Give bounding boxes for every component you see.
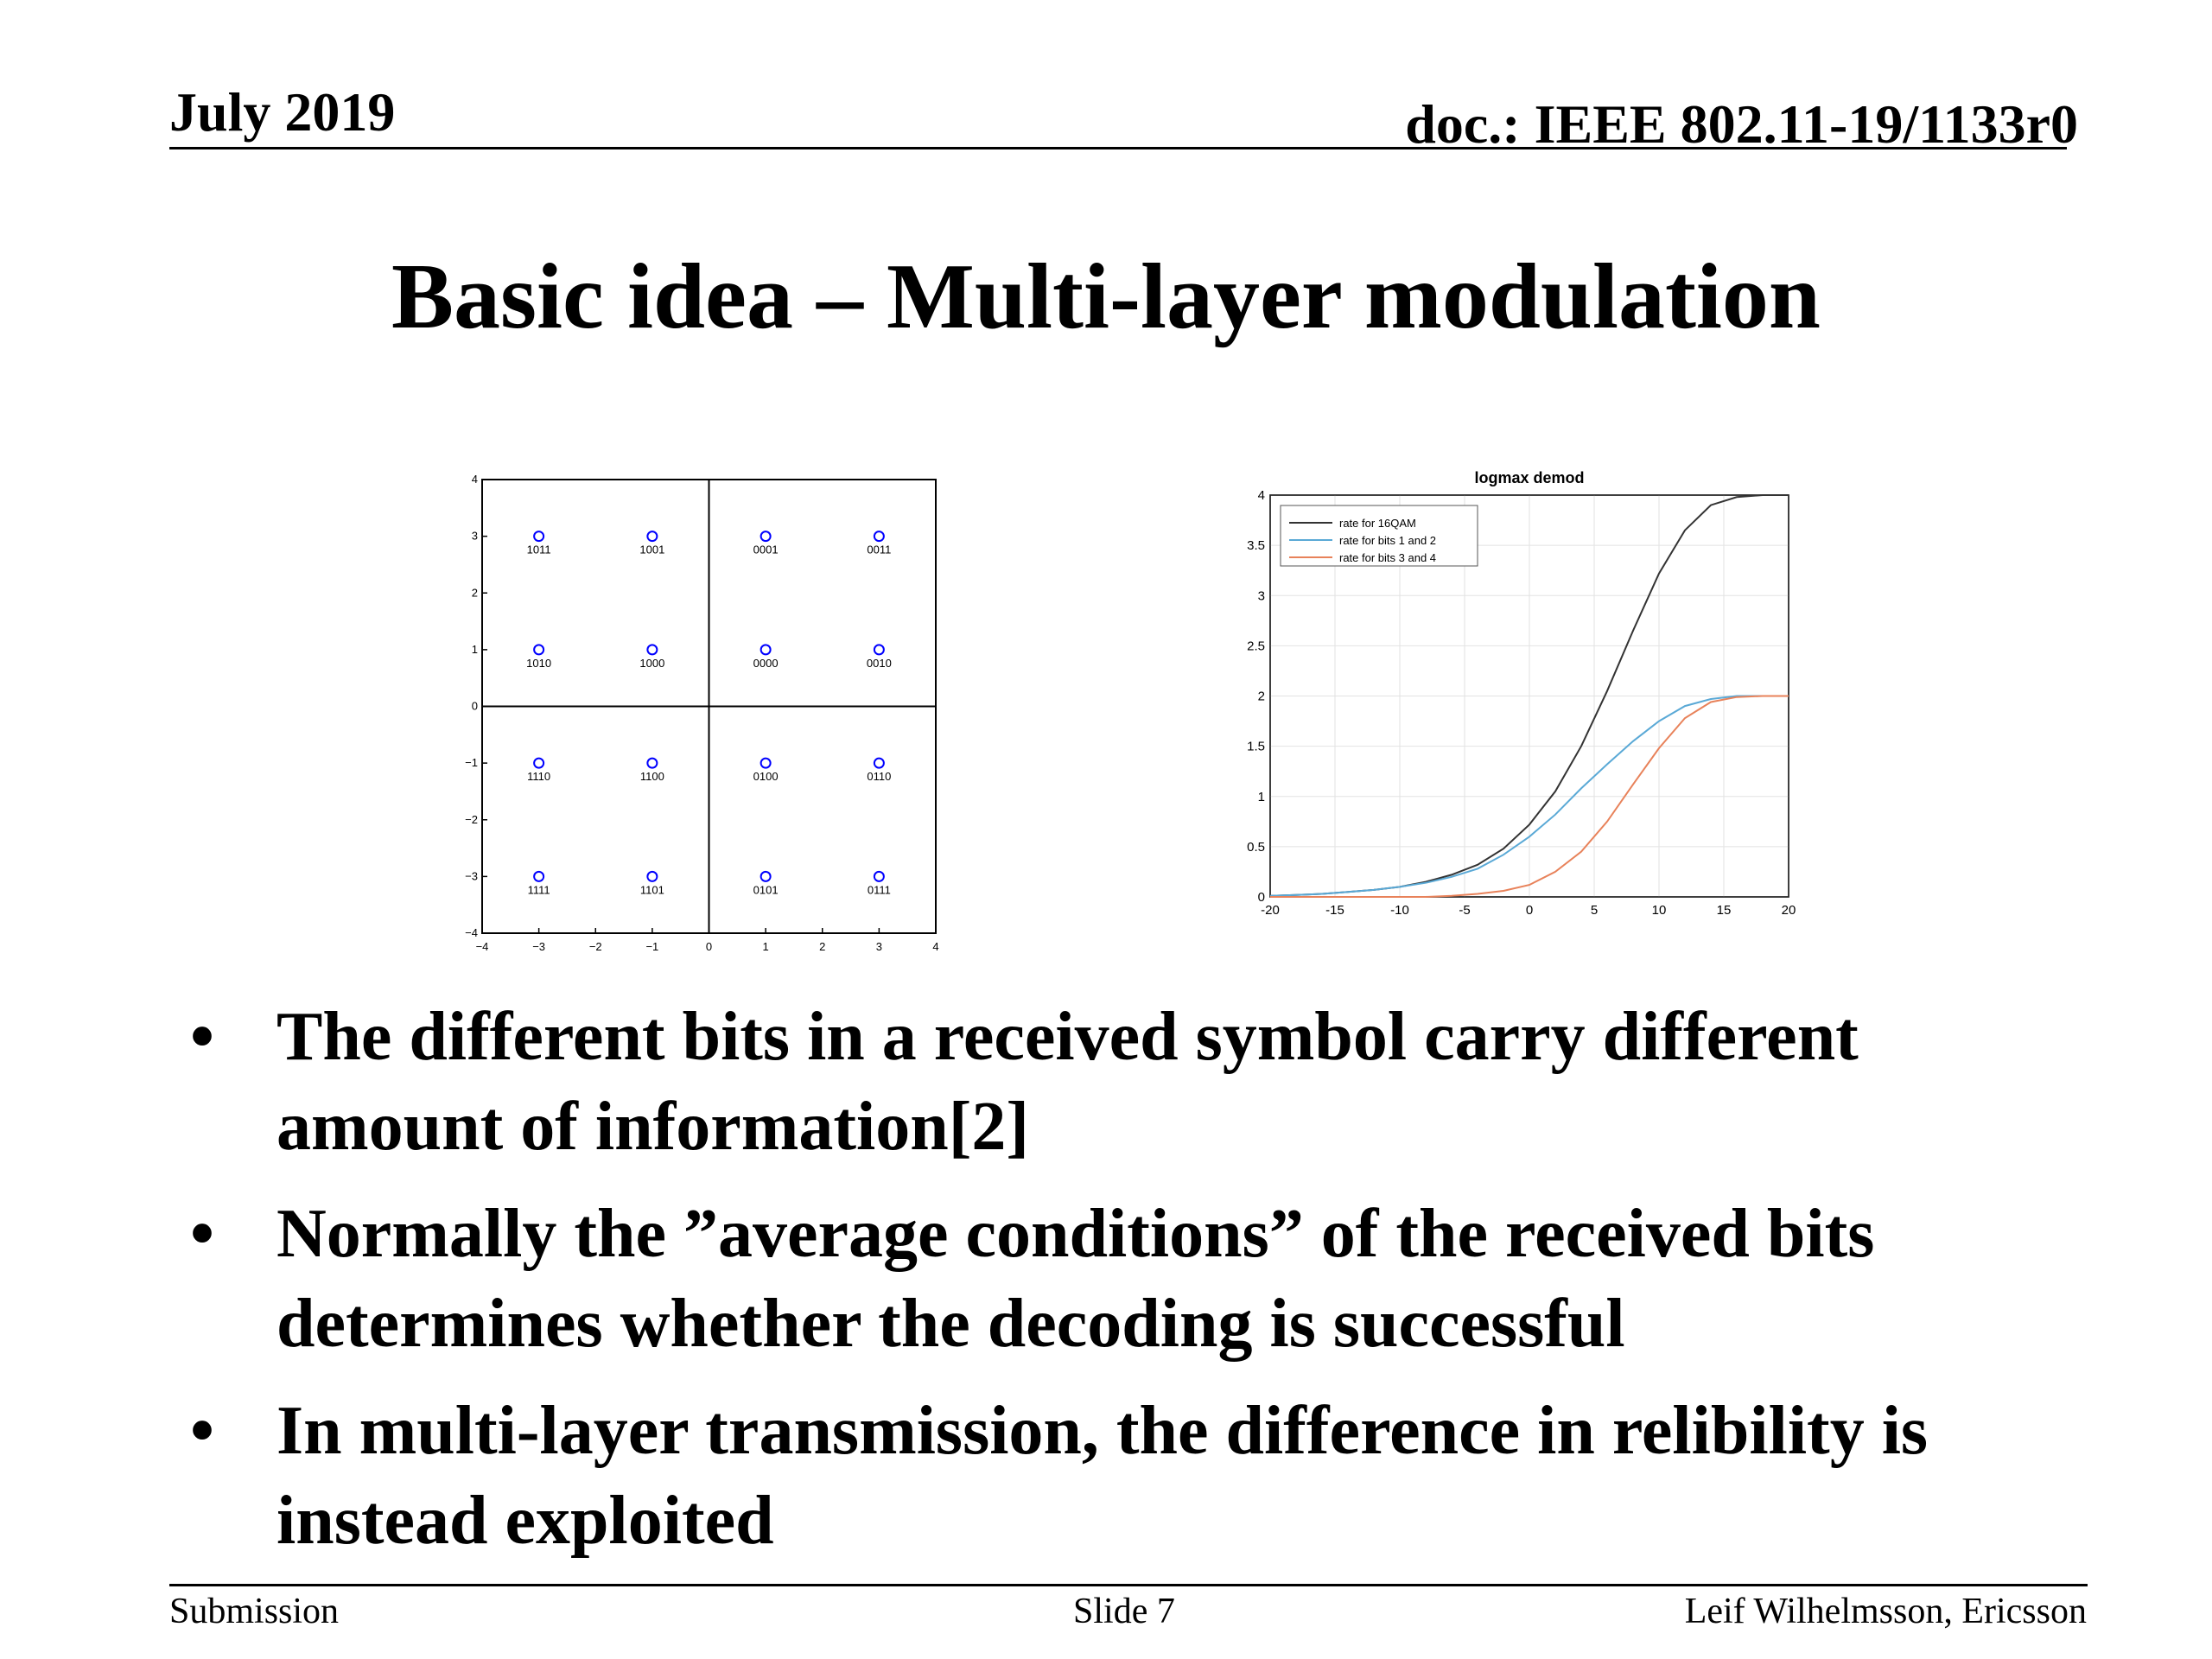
y-tick-label: 4 — [472, 473, 478, 486]
point-label: 1010 — [526, 657, 551, 670]
x-tick-label: 15 — [1717, 903, 1732, 918]
y-tick-label: 0 — [1258, 890, 1265, 905]
x-tick-label: −3 — [532, 940, 545, 953]
y-tick-label: −2 — [465, 813, 478, 826]
footer-submission: Submission — [169, 1592, 340, 1631]
legend-box — [1280, 505, 1478, 567]
point-label: 1101 — [640, 883, 664, 896]
series-line — [1269, 695, 1789, 897]
point-label: 1000 — [639, 657, 664, 670]
y-tick-label: 3 — [1258, 588, 1265, 603]
bullet-text: Normally the ”average conditions” of the… — [276, 1196, 1875, 1362]
constellation-point — [646, 870, 658, 882]
constellation-point — [873, 644, 885, 656]
bullet-item: • In multi-layer transmission, the differ… — [190, 1386, 2091, 1566]
bullet-text: In multi-layer transmission, the differe… — [276, 1393, 1929, 1559]
constellation-point — [646, 757, 658, 769]
x-tick-label: -20 — [1261, 903, 1280, 918]
constellation-point — [760, 870, 772, 882]
constellation-point — [533, 870, 545, 882]
constellation-point — [760, 644, 772, 656]
chart-title: logmax demod — [1474, 469, 1584, 486]
x-tick-label: −4 — [476, 940, 489, 953]
y-tick-label: 3 — [472, 530, 478, 543]
y-tick-label: 0 — [472, 700, 478, 713]
point-label: 0110 — [867, 770, 891, 783]
constellation-point — [533, 757, 545, 769]
point-label: 0111 — [868, 883, 891, 896]
y-tick-label: 3.5 — [1247, 538, 1265, 553]
x-tick-label: -15 — [1325, 903, 1344, 918]
constellation-point — [646, 644, 658, 656]
y-tick-label: 2 — [1258, 690, 1265, 704]
x-tick-label: −2 — [589, 940, 602, 953]
point-label: 1110 — [527, 770, 550, 783]
bullet-item: • Normally the ”average conditions” of th… — [190, 1189, 2091, 1369]
constellation-point — [533, 644, 545, 656]
x-tick-label: 10 — [1652, 903, 1667, 918]
series-line — [1270, 695, 1789, 898]
x-tick-label: -10 — [1390, 903, 1409, 918]
constellation-chart: −4 −3 −2 −1 0 1 2 3 4 −4 −3 −2 −1 0 1 2 3 4 1011 1001 0001 00… — [465, 473, 938, 953]
y-tick-label: 0.5 — [1247, 840, 1265, 855]
x-tick-label: 1 — [763, 940, 769, 953]
constellation-point — [646, 531, 658, 543]
point-label: 0001 — [753, 543, 779, 556]
x-tick-label: -5 — [1459, 903, 1470, 918]
point-label: 0011 — [867, 543, 891, 556]
x-tick-label: −1 — [645, 940, 658, 953]
footer-rule — [169, 1584, 2088, 1586]
x-tick-label: 2 — [819, 940, 825, 953]
constellation-point — [873, 531, 885, 543]
constellation-point — [873, 757, 885, 769]
x-tick-label: 5 — [1591, 903, 1598, 918]
point-label: 1111 — [528, 883, 550, 896]
constellation-point — [760, 757, 772, 769]
footer-slide-number: Slide 7 — [1073, 1592, 1175, 1631]
y-tick-label: 1.5 — [1247, 740, 1265, 754]
footer-author: Leif Wilhelmsson, Ericsson — [1684, 1592, 2087, 1631]
y-tick-label: 1 — [1258, 790, 1265, 804]
point-label: 1001 — [639, 543, 664, 556]
bullet-text: The different bits in a received symbol … — [276, 999, 1859, 1165]
y-tick-label: 4 — [1258, 488, 1265, 503]
x-tick-label: 0 — [1526, 903, 1533, 918]
constellation-point — [760, 531, 772, 543]
legend-label: rate for bits 1 and 2 — [1339, 534, 1436, 547]
bullet-list: • The different bits in a received symbol… — [190, 992, 2091, 1583]
x-tick-label: 4 — [932, 940, 938, 953]
y-tick-label: 1 — [472, 643, 478, 656]
constellation-point — [873, 870, 885, 882]
y-tick-label: −4 — [465, 926, 478, 939]
legend-label: rate for bits 3 and 4 — [1339, 551, 1436, 564]
point-label: 0101 — [753, 883, 779, 896]
x-tick-label: 20 — [1782, 903, 1796, 918]
y-tick-label: −1 — [465, 756, 478, 769]
bullet-dot: • — [190, 999, 215, 1075]
bullet-dot: • — [190, 1196, 215, 1272]
point-label: 0100 — [753, 770, 779, 783]
header-rule — [169, 147, 2067, 149]
y-tick-label: 2.5 — [1247, 639, 1265, 653]
bullet-item: • The different bits in a received symbol… — [190, 992, 2091, 1172]
legend: rate for 16QAM rate for bits 1 and 2 rate … — [1280, 505, 1478, 567]
point-label: 0010 — [867, 657, 892, 670]
constellation-point — [533, 531, 545, 543]
header-doc-id: doc.: IEEE 802.11-19/1133r0 — [1405, 93, 2078, 155]
point-label: 1100 — [640, 770, 664, 783]
header-date: July 2019 — [169, 81, 396, 143]
y-tick-label: −3 — [465, 869, 478, 882]
rate-chart: logmax demod -20 -15 -10 -5 0 5 10 15 20 0 0.5 1 1.5 2… — [1247, 469, 1796, 918]
y-tick-label: 2 — [472, 586, 478, 599]
point-label: 1011 — [527, 543, 551, 556]
x-tick-label: 0 — [706, 940, 712, 953]
slide-title: Basic idea – Multi-layer modulation — [391, 245, 1821, 348]
x-tick-label: 3 — [876, 940, 882, 953]
bullet-dot: • — [190, 1393, 215, 1469]
legend-label: rate for 16QAM — [1339, 517, 1416, 530]
point-label: 0000 — [753, 657, 779, 670]
